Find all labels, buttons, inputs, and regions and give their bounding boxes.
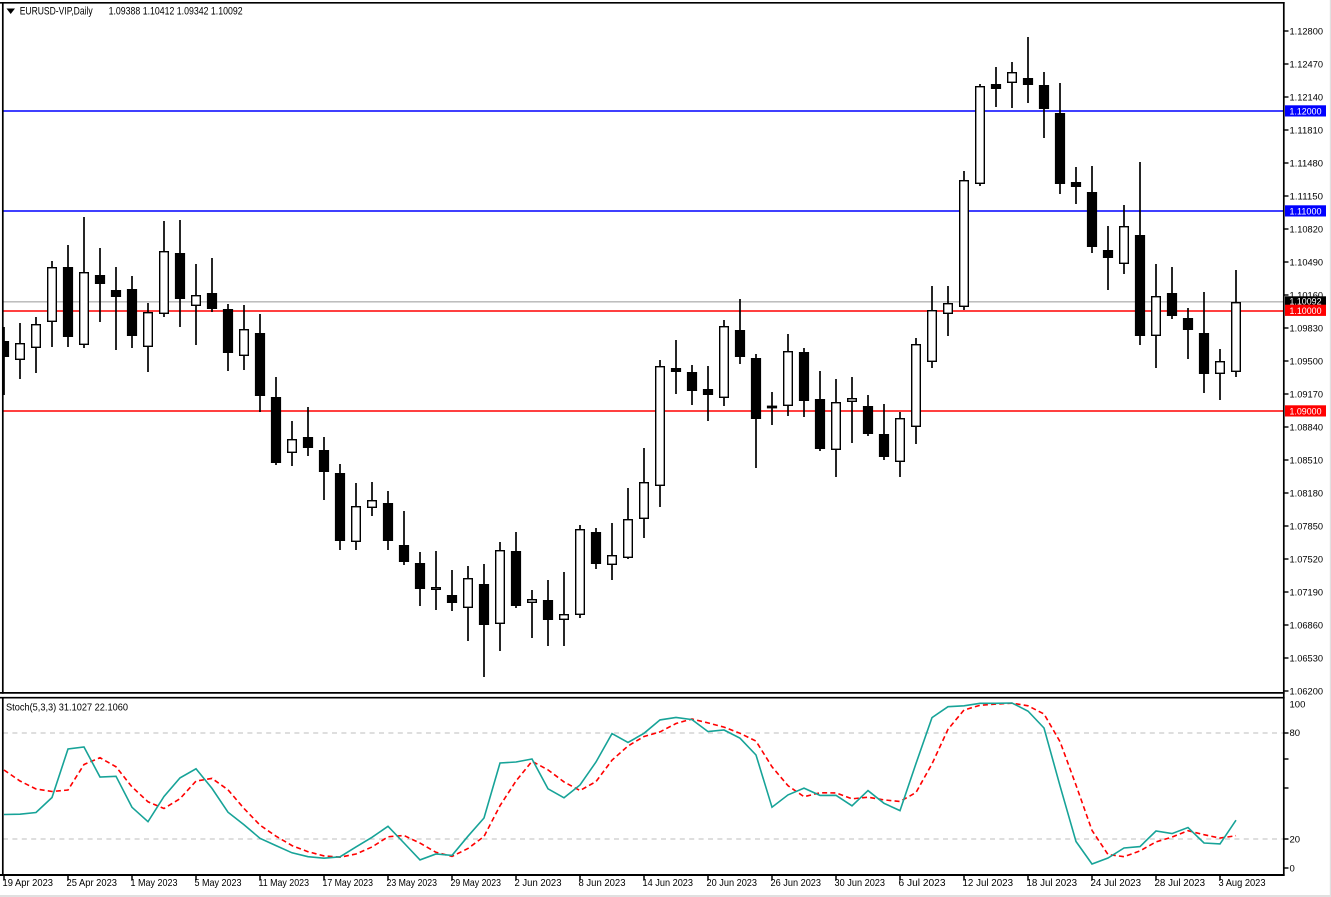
svg-text:23 May 2023: 23 May 2023 [387, 878, 438, 889]
svg-text:1.07190: 1.07190 [1290, 587, 1324, 598]
svg-text:26 Jun 2023: 26 Jun 2023 [771, 878, 822, 889]
svg-text:11 May 2023: 11 May 2023 [259, 878, 310, 889]
svg-text:1.09830: 1.09830 [1290, 323, 1324, 334]
svg-text:1.11150: 1.11150 [1290, 191, 1324, 202]
svg-text:20: 20 [1290, 834, 1301, 845]
svg-text:1.09500: 1.09500 [1290, 356, 1324, 367]
svg-text:1.10000: 1.10000 [1290, 306, 1322, 317]
svg-text:17 May 2023: 17 May 2023 [323, 878, 374, 889]
svg-text:19 Apr 2023: 19 Apr 2023 [3, 878, 54, 889]
svg-text:1.11810: 1.11810 [1290, 125, 1324, 136]
svg-text:0: 0 [1290, 863, 1295, 874]
svg-text:12 Jul 2023: 12 Jul 2023 [963, 878, 1014, 889]
svg-text:1.09388 1.10412 1.09342 1.1009: 1.09388 1.10412 1.09342 1.10092 [109, 6, 243, 18]
svg-text:1.06530: 1.06530 [1290, 653, 1324, 664]
svg-text:18 Jul 2023: 18 Jul 2023 [1027, 878, 1078, 889]
svg-text:1.09000: 1.09000 [1290, 407, 1322, 418]
svg-text:28 Jul 2023: 28 Jul 2023 [1155, 878, 1206, 889]
svg-text:1.11000: 1.11000 [1290, 207, 1322, 218]
svg-text:EURUSD-VIP,Daily: EURUSD-VIP,Daily [20, 6, 93, 18]
svg-text:6 Jul 2023: 6 Jul 2023 [899, 878, 946, 889]
svg-text:8 Jun 2023: 8 Jun 2023 [579, 878, 626, 889]
svg-text:1.12800: 1.12800 [1290, 26, 1324, 37]
svg-text:1.08180: 1.08180 [1290, 488, 1324, 499]
svg-text:Stoch(5,3,3) 31.1027 22.1060: Stoch(5,3,3) 31.1027 22.1060 [6, 702, 128, 714]
svg-text:30 Jun 2023: 30 Jun 2023 [835, 878, 886, 889]
svg-text:100: 100 [1290, 699, 1306, 710]
svg-text:1.10490: 1.10490 [1290, 257, 1324, 268]
svg-text:1.12470: 1.12470 [1290, 59, 1324, 70]
svg-text:29 May 2023: 29 May 2023 [451, 878, 502, 889]
svg-text:24 Jul 2023: 24 Jul 2023 [1091, 878, 1142, 889]
svg-text:2 Jun 2023: 2 Jun 2023 [515, 878, 562, 889]
svg-text:80: 80 [1290, 728, 1301, 739]
svg-text:1.06200: 1.06200 [1290, 686, 1324, 697]
svg-text:1.09170: 1.09170 [1290, 389, 1324, 400]
svg-text:1.06860: 1.06860 [1290, 620, 1324, 631]
svg-text:25 Apr 2023: 25 Apr 2023 [67, 878, 118, 889]
svg-text:1.10092: 1.10092 [1290, 297, 1322, 308]
svg-text:1.10160: 1.10160 [1290, 290, 1324, 301]
svg-text:1.12000: 1.12000 [1290, 107, 1322, 118]
svg-text:3 Aug 2023: 3 Aug 2023 [1219, 878, 1266, 889]
svg-text:1.07520: 1.07520 [1290, 554, 1324, 565]
svg-text:1.08510: 1.08510 [1290, 455, 1324, 466]
svg-text:1.11480: 1.11480 [1290, 158, 1324, 169]
svg-text:14 Jun 2023: 14 Jun 2023 [643, 878, 694, 889]
svg-text:1 May 2023: 1 May 2023 [131, 878, 178, 889]
svg-text:20 Jun 2023: 20 Jun 2023 [707, 878, 758, 889]
svg-text:1.10820: 1.10820 [1290, 224, 1324, 235]
svg-text:1.07850: 1.07850 [1290, 521, 1324, 532]
svg-text:1.08840: 1.08840 [1290, 422, 1324, 433]
svg-text:5 May 2023: 5 May 2023 [195, 878, 242, 889]
svg-text:1.12140: 1.12140 [1290, 92, 1324, 103]
